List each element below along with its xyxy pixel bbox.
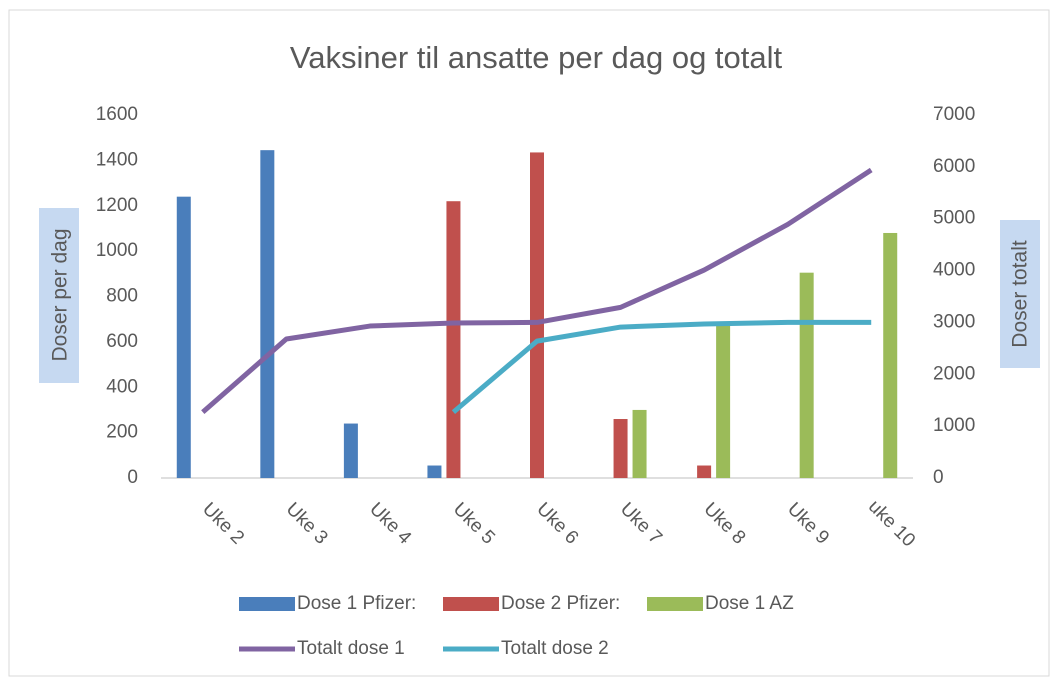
legend-label: Totalt dose 2 bbox=[501, 638, 609, 659]
y-tick-label: 1400 bbox=[96, 149, 138, 170]
y2-tick-label: 7000 bbox=[933, 104, 975, 125]
chart-title: Vaksiner til ansatte per dag og totalt bbox=[290, 40, 783, 75]
bar bbox=[176, 196, 191, 479]
bar bbox=[632, 409, 647, 478]
y2-axis-label: Doser totalt bbox=[1009, 240, 1032, 348]
y-label-bg bbox=[39, 208, 79, 383]
y-tick-label: 1000 bbox=[96, 240, 138, 261]
line-series bbox=[201, 167, 873, 415]
y-tick-label: 800 bbox=[106, 286, 138, 307]
bar bbox=[613, 419, 628, 478]
bar bbox=[427, 465, 442, 478]
y-tick-label: 200 bbox=[106, 422, 138, 443]
y2-tick-label: 3000 bbox=[933, 311, 975, 332]
y-axis-label: Doser per dag bbox=[49, 228, 72, 361]
bar bbox=[883, 232, 898, 478]
bar bbox=[343, 423, 358, 478]
legend-swatch bbox=[443, 597, 499, 611]
legend-swatch bbox=[647, 597, 703, 611]
y2-tick-label: 1000 bbox=[933, 415, 975, 436]
legend-label: Dose 1 AZ bbox=[705, 593, 794, 614]
y2-label-bg bbox=[1000, 220, 1040, 368]
legend-label: Totalt dose 1 bbox=[297, 638, 405, 659]
y-tick-label: 0 bbox=[127, 467, 138, 488]
y2-tick-label: 4000 bbox=[933, 260, 975, 281]
y-tick-label: 600 bbox=[106, 331, 138, 352]
line-series bbox=[451, 319, 872, 415]
y-tick-label: 400 bbox=[106, 376, 138, 397]
legend-swatch bbox=[239, 597, 295, 611]
y-tick-label: 1200 bbox=[96, 195, 138, 216]
y2-tick-label: 2000 bbox=[933, 363, 975, 384]
bar bbox=[697, 465, 712, 478]
legend-label: Dose 2 Pfizer: bbox=[501, 593, 620, 614]
bar bbox=[530, 152, 544, 478]
y2-tick-label: 6000 bbox=[933, 156, 975, 177]
bar bbox=[446, 201, 461, 478]
y2-tick-label: 0 bbox=[933, 467, 944, 488]
legend-label: Dose 1 Pfizer: bbox=[297, 593, 416, 614]
y-tick-label: 1600 bbox=[96, 104, 138, 125]
y2-tick-label: 5000 bbox=[933, 208, 975, 229]
bar bbox=[799, 272, 814, 478]
bar bbox=[716, 323, 731, 478]
bar bbox=[260, 150, 275, 478]
